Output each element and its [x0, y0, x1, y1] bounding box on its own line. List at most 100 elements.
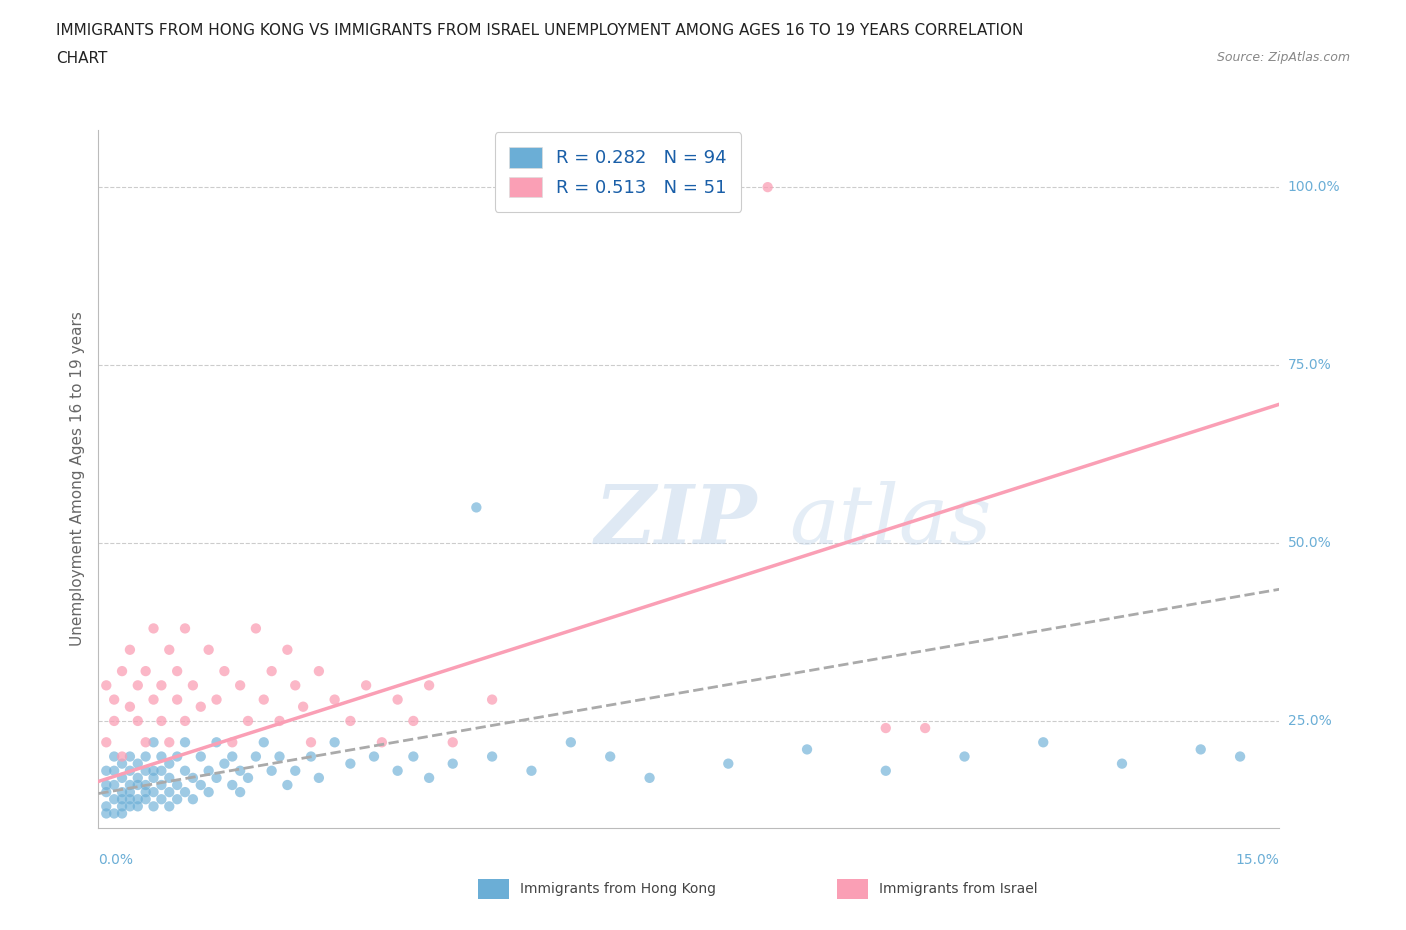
Point	[253, 692, 276, 707]
Point	[96, 799, 118, 814]
Point	[127, 799, 149, 814]
Point	[96, 785, 118, 800]
Point	[174, 735, 197, 750]
Point	[174, 621, 197, 636]
Point	[135, 777, 157, 792]
Point	[127, 678, 149, 693]
Point	[260, 764, 283, 778]
Point	[323, 692, 346, 707]
Point	[135, 764, 157, 778]
Point	[135, 791, 157, 806]
Point	[174, 785, 197, 800]
Point	[269, 713, 291, 728]
Point	[181, 678, 204, 693]
Point	[157, 785, 180, 800]
Point	[1032, 735, 1054, 750]
Point	[135, 735, 157, 750]
Point	[205, 770, 228, 785]
Text: 50.0%: 50.0%	[1288, 536, 1331, 550]
Point	[150, 749, 173, 764]
Point	[103, 791, 125, 806]
Point	[118, 791, 141, 806]
Point	[875, 764, 897, 778]
Point	[103, 713, 125, 728]
Point	[157, 735, 180, 750]
Point	[142, 764, 165, 778]
Point	[157, 770, 180, 785]
Point	[253, 735, 276, 750]
Point	[197, 643, 219, 658]
Point	[127, 791, 149, 806]
Text: atlas: atlas	[789, 481, 991, 561]
Point	[402, 749, 425, 764]
Point	[339, 713, 361, 728]
Point	[111, 785, 134, 800]
Point	[387, 692, 409, 707]
Text: CHART: CHART	[56, 51, 108, 66]
Point	[181, 791, 204, 806]
Point	[599, 749, 621, 764]
Point	[717, 756, 740, 771]
Point	[166, 749, 188, 764]
Point	[150, 791, 173, 806]
Point	[229, 764, 252, 778]
Point	[245, 749, 267, 764]
Point	[135, 785, 157, 800]
Point	[111, 806, 134, 821]
Point	[481, 749, 503, 764]
Point	[363, 749, 385, 764]
Text: Source: ZipAtlas.com: Source: ZipAtlas.com	[1216, 51, 1350, 64]
Point	[142, 799, 165, 814]
Point	[308, 664, 330, 679]
Point	[150, 777, 173, 792]
Point	[127, 777, 149, 792]
Point	[284, 678, 307, 693]
Point	[354, 678, 377, 693]
Point	[142, 692, 165, 707]
Point	[111, 756, 134, 771]
Point	[96, 777, 118, 792]
Point	[638, 770, 661, 785]
Point	[236, 713, 259, 728]
Point	[103, 806, 125, 821]
Point	[914, 721, 936, 736]
Point	[190, 777, 212, 792]
Point	[150, 764, 173, 778]
Point	[127, 770, 149, 785]
Point	[118, 699, 141, 714]
Point	[560, 735, 582, 750]
Point	[1189, 742, 1212, 757]
Point	[292, 699, 315, 714]
Point	[229, 678, 252, 693]
Point	[221, 735, 243, 750]
Point	[418, 678, 440, 693]
Point	[205, 735, 228, 750]
Legend: R = 0.282   N = 94, R = 0.513   N = 51: R = 0.282 N = 94, R = 0.513 N = 51	[495, 132, 741, 212]
Point	[103, 692, 125, 707]
Point	[118, 749, 141, 764]
Point	[166, 664, 188, 679]
Y-axis label: Unemployment Among Ages 16 to 19 years: Unemployment Among Ages 16 to 19 years	[69, 312, 84, 646]
Point	[441, 756, 464, 771]
Point	[190, 749, 212, 764]
Point	[276, 643, 298, 658]
Point	[323, 735, 346, 750]
Point	[284, 764, 307, 778]
Point	[299, 735, 322, 750]
Point	[127, 713, 149, 728]
Text: Immigrants from Hong Kong: Immigrants from Hong Kong	[520, 882, 716, 897]
Point	[953, 749, 976, 764]
Point	[756, 179, 779, 194]
Point	[465, 500, 488, 515]
Point	[111, 749, 134, 764]
Point	[276, 777, 298, 792]
Point	[96, 764, 118, 778]
Point	[875, 721, 897, 736]
Point	[135, 749, 157, 764]
Point	[181, 770, 204, 785]
Point	[103, 749, 125, 764]
Point	[299, 749, 322, 764]
Point	[150, 713, 173, 728]
Point	[142, 621, 165, 636]
Point	[118, 764, 141, 778]
